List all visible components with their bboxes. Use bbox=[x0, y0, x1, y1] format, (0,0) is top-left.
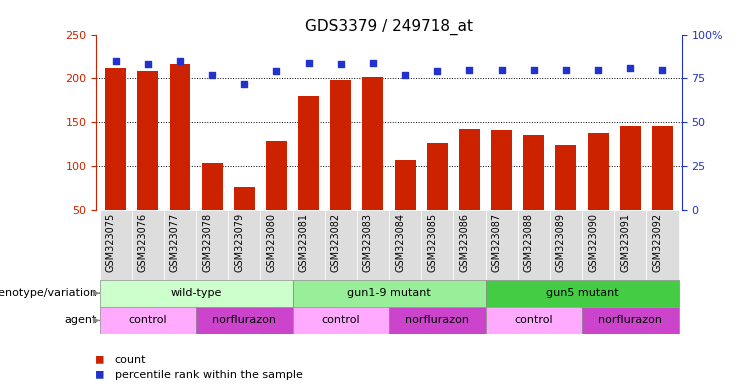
Bar bbox=[485, 210, 518, 280]
Bar bbox=[234, 187, 255, 253]
Text: ■: ■ bbox=[96, 352, 111, 365]
Bar bbox=[99, 280, 293, 307]
Bar bbox=[652, 126, 673, 253]
Text: GSM323085: GSM323085 bbox=[428, 213, 437, 272]
Bar bbox=[293, 280, 485, 307]
Point bbox=[174, 58, 186, 64]
Text: GSM323077: GSM323077 bbox=[170, 213, 180, 272]
Bar bbox=[228, 210, 260, 280]
Text: ■: ■ bbox=[96, 367, 111, 380]
Bar bbox=[137, 71, 159, 253]
Bar bbox=[614, 210, 646, 280]
Text: GSM323091: GSM323091 bbox=[620, 213, 631, 272]
Bar bbox=[293, 210, 325, 280]
Text: gun5 mutant: gun5 mutant bbox=[545, 288, 618, 298]
Point bbox=[496, 66, 508, 73]
Point bbox=[431, 68, 443, 74]
Text: wild-type: wild-type bbox=[170, 288, 222, 298]
Text: GSM323090: GSM323090 bbox=[588, 213, 598, 272]
Text: control: control bbox=[322, 316, 360, 326]
Bar bbox=[330, 80, 351, 253]
Point bbox=[399, 72, 411, 78]
Bar bbox=[491, 130, 512, 253]
Bar bbox=[293, 307, 389, 334]
Text: percentile rank within the sample: percentile rank within the sample bbox=[115, 370, 303, 380]
Text: GSM323081: GSM323081 bbox=[299, 213, 308, 272]
Bar bbox=[325, 210, 357, 280]
Text: GSM323089: GSM323089 bbox=[556, 213, 566, 272]
Point bbox=[464, 66, 476, 73]
Point bbox=[206, 72, 218, 78]
Point bbox=[270, 68, 282, 74]
Text: GSM323079: GSM323079 bbox=[234, 213, 245, 272]
Point bbox=[560, 66, 572, 73]
Text: norflurazon: norflurazon bbox=[405, 316, 469, 326]
Bar bbox=[523, 135, 544, 253]
Text: GSM323087: GSM323087 bbox=[491, 213, 502, 272]
Text: control: control bbox=[128, 316, 167, 326]
Bar bbox=[395, 160, 416, 253]
Text: control: control bbox=[514, 316, 553, 326]
Bar bbox=[196, 210, 228, 280]
Text: GSM323083: GSM323083 bbox=[363, 213, 373, 272]
Bar bbox=[132, 210, 164, 280]
Bar bbox=[427, 143, 448, 253]
Bar bbox=[389, 307, 485, 334]
Bar bbox=[459, 129, 480, 253]
Bar bbox=[453, 210, 485, 280]
Text: count: count bbox=[115, 355, 147, 365]
Point bbox=[335, 61, 347, 67]
Bar bbox=[582, 210, 614, 280]
Bar bbox=[556, 145, 576, 253]
Text: GSM323082: GSM323082 bbox=[330, 213, 341, 272]
Bar bbox=[260, 210, 293, 280]
Title: GDS3379 / 249718_at: GDS3379 / 249718_at bbox=[305, 18, 473, 35]
Bar bbox=[485, 280, 679, 307]
Bar bbox=[105, 68, 126, 253]
Point bbox=[142, 61, 153, 67]
Text: GSM323086: GSM323086 bbox=[459, 213, 470, 272]
Point bbox=[592, 66, 604, 73]
Point bbox=[302, 60, 314, 66]
Bar bbox=[550, 210, 582, 280]
Bar bbox=[619, 126, 641, 253]
Bar bbox=[202, 163, 222, 253]
Point bbox=[239, 81, 250, 87]
Text: GSM323078: GSM323078 bbox=[202, 213, 212, 272]
Bar bbox=[518, 210, 550, 280]
Text: GSM323084: GSM323084 bbox=[395, 213, 405, 272]
Text: GSM323076: GSM323076 bbox=[138, 213, 147, 272]
Bar bbox=[266, 141, 287, 253]
Bar bbox=[362, 76, 383, 253]
Point bbox=[110, 58, 122, 64]
Point bbox=[528, 66, 539, 73]
Bar bbox=[485, 307, 582, 334]
Text: agent: agent bbox=[64, 316, 97, 326]
Bar bbox=[298, 96, 319, 253]
Bar bbox=[164, 210, 196, 280]
Bar bbox=[421, 210, 453, 280]
Text: genotype/variation: genotype/variation bbox=[0, 288, 97, 298]
Text: gun1-9 mutant: gun1-9 mutant bbox=[347, 288, 431, 298]
Bar bbox=[99, 210, 132, 280]
Text: norflurazon: norflurazon bbox=[598, 316, 662, 326]
Point bbox=[367, 60, 379, 66]
Bar bbox=[170, 64, 190, 253]
Text: GSM323092: GSM323092 bbox=[652, 213, 662, 272]
Bar bbox=[196, 307, 293, 334]
Text: GSM323088: GSM323088 bbox=[524, 213, 534, 272]
Bar bbox=[646, 210, 679, 280]
Text: GSM323075: GSM323075 bbox=[106, 213, 116, 272]
Bar bbox=[582, 307, 679, 334]
Bar bbox=[99, 307, 196, 334]
Point bbox=[657, 66, 668, 73]
Bar bbox=[357, 210, 389, 280]
Bar bbox=[588, 132, 608, 253]
Text: norflurazon: norflurazon bbox=[212, 316, 276, 326]
Text: GSM323080: GSM323080 bbox=[267, 213, 276, 272]
Bar bbox=[389, 210, 421, 280]
Point bbox=[625, 65, 637, 71]
